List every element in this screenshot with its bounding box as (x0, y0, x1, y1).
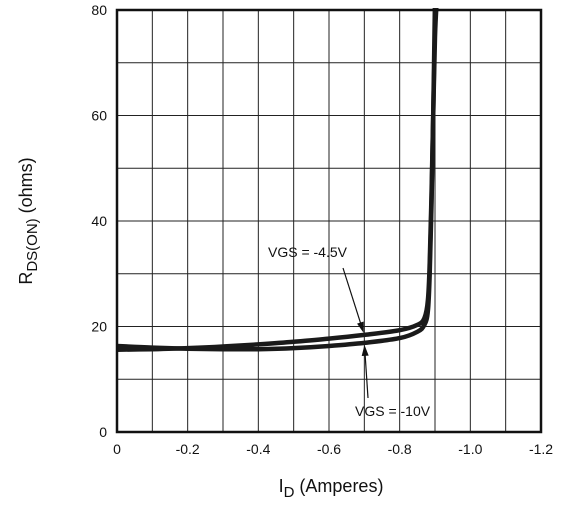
grid-lines (116, 9, 542, 433)
series-line-1 (117, 8, 438, 352)
y-tick-label: 80 (91, 2, 107, 18)
y-tick-label: 20 (91, 319, 107, 335)
annotation-arrow (342, 267, 362, 326)
annotation-arrowhead (357, 321, 364, 334)
x-tick-label: 0 (113, 441, 121, 457)
y-tick-labels: 0 20 40 60 80 (91, 2, 107, 440)
annotation-arrowhead (361, 344, 369, 357)
x-tick-label: -1.0 (458, 441, 482, 457)
x-axis-label: ID (Amperes) (279, 476, 384, 501)
y-axis-label: RDS(ON) (ohms) (16, 157, 41, 284)
plot-frame (115, 8, 543, 434)
annotations: VGS = -4.5V VGS = -10V (268, 244, 431, 419)
annotation-arrow (364, 352, 369, 399)
x-tick-labels: 0 -0.2 -0.4 -0.6 -0.8 -1.0 -1.2 (113, 441, 553, 457)
x-tick-label: -0.4 (246, 441, 270, 457)
y-tick-label: 60 (91, 108, 107, 124)
annotation-label: VGS = -4.5V (268, 244, 348, 260)
data-series (117, 8, 439, 352)
series-line-0 (117, 8, 439, 352)
annotation-label: VGS = -10V (355, 403, 431, 419)
x-tick-label: -0.2 (176, 441, 200, 457)
y-tick-label: 40 (91, 213, 107, 229)
x-tick-label: -0.8 (388, 441, 412, 457)
x-tick-label: -0.6 (317, 441, 341, 457)
x-tick-label: -1.2 (529, 441, 553, 457)
y-tick-label: 0 (99, 424, 107, 440)
